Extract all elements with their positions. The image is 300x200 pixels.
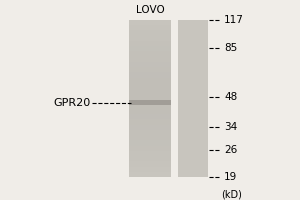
Bar bbox=[129, 78, 171, 83]
Bar bbox=[129, 36, 171, 41]
Bar bbox=[129, 88, 171, 93]
Bar bbox=[129, 146, 171, 151]
Text: 85: 85 bbox=[224, 43, 238, 53]
Bar bbox=[129, 20, 171, 177]
Bar bbox=[129, 167, 171, 172]
Bar bbox=[129, 41, 171, 46]
Bar bbox=[129, 46, 171, 51]
Text: LOVO: LOVO bbox=[136, 5, 164, 15]
Bar bbox=[129, 30, 171, 36]
Bar bbox=[129, 156, 171, 161]
Text: 34: 34 bbox=[224, 122, 238, 132]
Bar bbox=[129, 135, 171, 140]
Bar bbox=[129, 83, 171, 88]
Bar bbox=[129, 98, 171, 104]
Text: 19: 19 bbox=[224, 172, 238, 182]
Bar bbox=[129, 93, 171, 98]
Bar bbox=[129, 62, 171, 67]
Bar bbox=[129, 72, 171, 78]
Bar bbox=[129, 20, 171, 25]
Bar bbox=[129, 130, 171, 135]
Text: 48: 48 bbox=[224, 92, 238, 102]
Bar bbox=[129, 151, 171, 156]
Bar bbox=[129, 25, 171, 30]
Text: (kD): (kD) bbox=[221, 189, 242, 199]
Text: GPR20: GPR20 bbox=[53, 98, 91, 108]
Bar bbox=[129, 104, 171, 109]
Bar bbox=[129, 57, 171, 62]
Bar bbox=[129, 114, 171, 119]
Bar bbox=[129, 125, 171, 130]
Bar bbox=[129, 161, 171, 167]
Text: 117: 117 bbox=[224, 15, 244, 25]
Bar bbox=[129, 100, 171, 105]
Bar bbox=[129, 119, 171, 125]
Bar bbox=[129, 51, 171, 57]
Bar bbox=[129, 67, 171, 72]
Text: 26: 26 bbox=[224, 145, 238, 155]
Bar bbox=[178, 20, 208, 177]
Bar bbox=[129, 172, 171, 177]
Bar bbox=[129, 109, 171, 114]
Bar bbox=[129, 140, 171, 146]
